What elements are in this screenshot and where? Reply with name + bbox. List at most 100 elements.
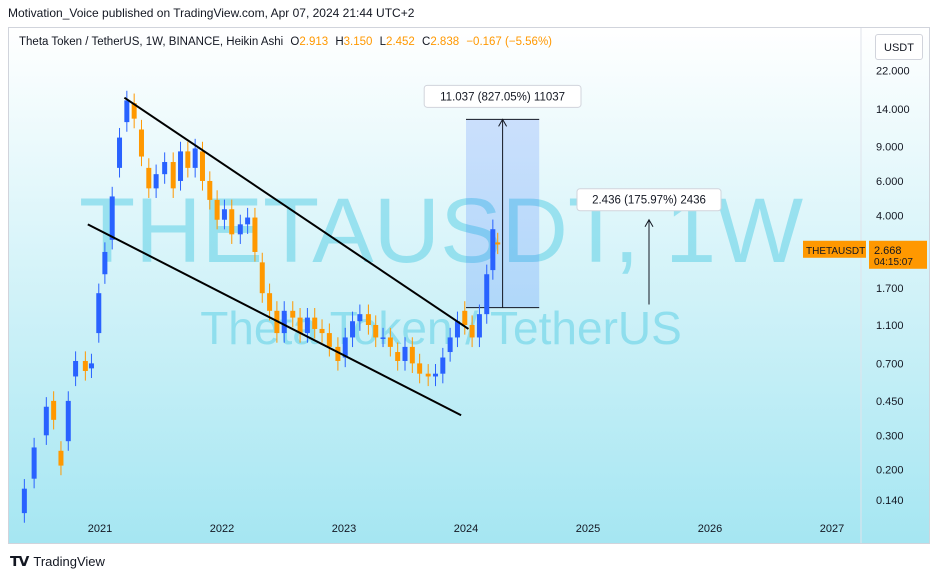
candle	[304, 317, 310, 334]
y-tick-label: 14.000	[876, 104, 910, 116]
price-tag-price: 2.668	[874, 245, 902, 257]
candle	[102, 251, 108, 275]
price-tag-symbol: THETAUSDT	[806, 246, 865, 257]
price-tag-symbol-box	[803, 240, 866, 258]
legend-title: Theta Token / TetherUS, 1W, BINANCE, Hei…	[19, 36, 284, 48]
y-tick-label: 4.000	[876, 210, 904, 222]
price-tag-countdown: 04:15:07	[874, 257, 913, 268]
candle	[51, 400, 57, 420]
candle	[65, 400, 71, 442]
candle	[43, 406, 49, 436]
time-axis[interactable]: 2021 2022 2023 2024 2025 2026 2027	[88, 523, 844, 535]
candle	[245, 217, 251, 225]
candle	[373, 325, 379, 338]
legend-low-value: 2.452	[386, 36, 415, 48]
candle	[490, 229, 496, 271]
candle	[433, 373, 438, 377]
candle	[350, 321, 356, 338]
x-tick-label: 2021	[88, 523, 112, 535]
measure-label: 11.037 (827.05%) 11037	[440, 91, 565, 103]
candle	[462, 310, 468, 325]
chart-background	[9, 28, 929, 543]
candle	[124, 100, 130, 123]
y-tick-label: 0.200	[876, 465, 904, 477]
tradingview-logo[interactable]: 𝗧𝗩 TradingView	[10, 553, 105, 570]
candle	[312, 317, 318, 329]
y-tick-label: 22.000	[876, 66, 910, 78]
y-tick-label: 1.100	[876, 320, 904, 332]
chart-legend: Theta Token / TetherUS, 1W, BINANCE, Hei…	[19, 36, 552, 48]
candle	[138, 129, 144, 157]
candle	[335, 346, 341, 361]
target-label-box	[576, 188, 722, 212]
legend-close-label: C	[422, 36, 431, 48]
candle	[237, 224, 243, 235]
candle	[365, 314, 371, 325]
publish-credit: Motivation_Voice published on TradingVie…	[8, 6, 415, 20]
candle	[88, 363, 94, 369]
candle	[207, 180, 213, 200]
candle	[185, 151, 191, 168]
x-tick-label: 2025	[576, 523, 600, 535]
candle	[73, 360, 79, 377]
candle	[117, 137, 123, 168]
lower-trendline	[87, 223, 462, 417]
candle	[31, 447, 37, 479]
candle	[476, 314, 482, 338]
candle	[199, 151, 205, 181]
y-tick-label: 9.000	[876, 142, 904, 154]
candle	[153, 174, 159, 189]
legend-high-label: H	[335, 36, 344, 48]
candle	[131, 103, 137, 119]
candle	[319, 328, 325, 334]
y-tick-label: 0.300	[876, 430, 904, 442]
x-tick-label: 2027	[820, 523, 844, 535]
target-arrow-head	[644, 218, 654, 227]
candle	[96, 293, 102, 334]
legend-change: −0.167 (−5.56%)	[466, 36, 552, 48]
candle	[58, 450, 64, 466]
legend-low-label: L	[379, 36, 387, 48]
candle	[417, 363, 423, 374]
candle	[221, 209, 227, 220]
candle	[440, 357, 446, 374]
x-tick-label: 2026	[698, 523, 722, 535]
measure-label-box	[423, 84, 582, 108]
candle	[469, 325, 475, 338]
legend-open-value: 2.913	[299, 36, 329, 48]
candle	[21, 488, 27, 514]
candle	[454, 321, 460, 338]
candle	[425, 373, 431, 377]
measure-arrow-head	[498, 118, 508, 127]
candle	[252, 217, 258, 252]
price-chart[interactable]: THETAUSDT, 1W Theta Token / TetherUS 11.…	[9, 28, 930, 544]
candle	[342, 337, 348, 358]
candle	[214, 199, 220, 220]
candle	[146, 167, 152, 189]
target-label: 2.436 (175.97%) 2436	[592, 195, 706, 207]
legend-open-label: O	[290, 36, 300, 48]
tradingview-brand: TradingView	[33, 554, 105, 569]
y-tick-label: 0.700	[876, 358, 904, 370]
y-tick-label: 0.140	[876, 495, 904, 507]
candle	[82, 360, 88, 371]
candle	[267, 293, 273, 311]
legend-close-value: 2.838	[430, 36, 460, 48]
chart-frame[interactable]: THETAUSDT, 1W Theta Token / TetherUS 11.…	[8, 27, 930, 544]
candle	[162, 162, 168, 175]
price-axis[interactable]: 32.00022.00014.0009.0006.0004.0001.7001.…	[876, 34, 910, 507]
y-tick-label: 1.700	[876, 283, 904, 295]
x-tick-label: 2022	[210, 523, 234, 535]
candle	[170, 162, 176, 189]
legend-high-value: 3.150	[343, 36, 373, 48]
candle	[281, 310, 287, 334]
candles	[21, 90, 501, 523]
candle	[387, 337, 393, 347]
candle	[326, 333, 332, 347]
candle	[484, 274, 490, 315]
x-tick-label: 2023	[332, 523, 356, 535]
candle	[290, 310, 296, 318]
candle	[297, 317, 303, 334]
candle	[229, 209, 235, 235]
currency-button[interactable]: USDT	[875, 34, 923, 60]
